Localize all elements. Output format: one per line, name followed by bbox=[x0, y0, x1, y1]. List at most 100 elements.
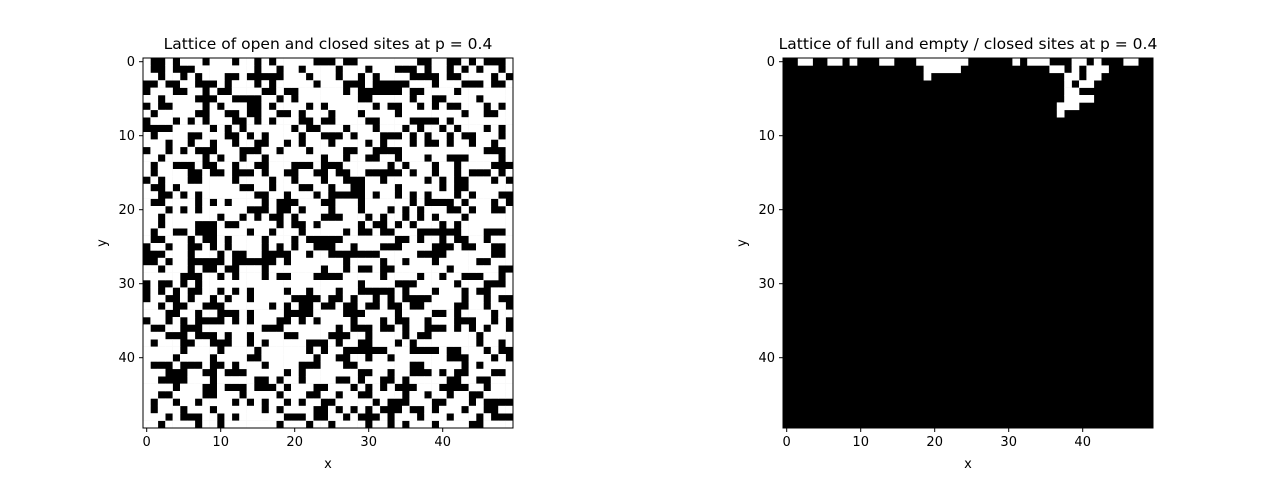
heatmap-cell bbox=[143, 220, 151, 229]
heatmap-cell bbox=[254, 339, 262, 347]
heatmap-cell bbox=[446, 161, 455, 170]
heatmap-cell bbox=[402, 346, 410, 355]
heatmap-cell bbox=[172, 235, 181, 244]
heatmap-cell bbox=[379, 413, 388, 421]
heatmap-cell bbox=[335, 361, 344, 370]
heatmap-cell bbox=[439, 72, 447, 81]
heatmap-cell bbox=[150, 206, 159, 214]
heatmap-cell bbox=[505, 405, 514, 414]
heatmap-cell bbox=[157, 257, 166, 266]
heatmap-cell bbox=[194, 139, 203, 148]
heatmap-cell bbox=[328, 346, 336, 355]
heatmap-cell bbox=[439, 361, 447, 370]
heatmap-cell bbox=[505, 154, 514, 162]
heatmap-cell bbox=[246, 405, 255, 414]
heatmap-cell bbox=[453, 405, 462, 414]
heatmap-cell bbox=[372, 391, 381, 399]
heatmap-cell bbox=[372, 265, 381, 273]
heatmap-cell bbox=[461, 420, 469, 429]
heatmap-cell bbox=[150, 176, 159, 185]
heatmap-cell bbox=[305, 132, 314, 140]
heatmap-cell bbox=[335, 206, 344, 214]
heatmap-cell bbox=[424, 302, 432, 310]
heatmap-cell bbox=[387, 235, 395, 244]
heatmap-cell bbox=[261, 294, 270, 303]
heatmap-cell bbox=[143, 183, 151, 192]
heatmap-cell bbox=[202, 420, 210, 429]
heatmap-cell bbox=[246, 191, 255, 199]
heatmap-cell bbox=[372, 206, 381, 214]
heatmap-cell bbox=[483, 161, 492, 170]
heatmap-cell bbox=[446, 331, 455, 340]
heatmap-cell bbox=[328, 102, 336, 111]
heatmap-cell bbox=[357, 354, 366, 362]
heatmap-cell bbox=[283, 346, 292, 355]
heatmap-cell bbox=[165, 169, 173, 177]
x-tick-label: 20 bbox=[286, 435, 303, 450]
heatmap-cell bbox=[328, 72, 336, 81]
heatmap-cell bbox=[357, 65, 366, 74]
heatmap-cell bbox=[468, 228, 477, 236]
heatmap-cell bbox=[468, 287, 477, 296]
heatmap-cell bbox=[498, 317, 506, 325]
heatmap-cell bbox=[298, 354, 307, 362]
heatmap-cell bbox=[468, 87, 477, 96]
heatmap-cell bbox=[365, 109, 373, 118]
heatmap-cell bbox=[165, 220, 173, 229]
heatmap-cell bbox=[231, 235, 240, 244]
heatmap-cell bbox=[402, 183, 410, 192]
heatmap-cell bbox=[461, 309, 469, 318]
heatmap-cell bbox=[224, 169, 233, 177]
heatmap-cell bbox=[202, 132, 210, 140]
heatmap-cell bbox=[313, 95, 321, 103]
heatmap-cell bbox=[165, 65, 173, 74]
heatmap-cell bbox=[490, 339, 499, 347]
heatmap-cell bbox=[224, 324, 233, 333]
heatmap-cell bbox=[187, 220, 196, 229]
heatmap-cell bbox=[505, 383, 514, 392]
heatmap-cell bbox=[291, 72, 299, 81]
heatmap-cell bbox=[268, 191, 277, 199]
heatmap-cell bbox=[291, 361, 299, 370]
heatmap-cell bbox=[416, 287, 425, 296]
heatmap-cell bbox=[320, 361, 329, 370]
heatmap-cell bbox=[194, 405, 203, 414]
heatmap-cell bbox=[505, 272, 514, 281]
heatmap-cell bbox=[172, 132, 181, 140]
heatmap-cell bbox=[305, 198, 314, 207]
heatmap-cell bbox=[143, 368, 151, 377]
heatmap-cell bbox=[187, 80, 196, 88]
heatmap-cell bbox=[1012, 58, 1021, 66]
heatmap-cell bbox=[372, 257, 381, 266]
heatmap-cell bbox=[446, 339, 455, 347]
heatmap-cell bbox=[923, 72, 932, 81]
heatmap-cell bbox=[468, 235, 477, 244]
heatmap-cell bbox=[217, 139, 225, 148]
heatmap-cell bbox=[305, 176, 314, 185]
heatmap-cell bbox=[468, 361, 477, 370]
heatmap-cell bbox=[424, 354, 432, 362]
heatmap-cell bbox=[180, 294, 188, 303]
heatmap-cell bbox=[320, 368, 329, 377]
heatmap-cell bbox=[283, 354, 292, 362]
heatmap-cell bbox=[217, 117, 225, 125]
heatmap-cell bbox=[202, 139, 210, 148]
heatmap-cell bbox=[446, 398, 455, 407]
heatmap-cell bbox=[157, 398, 166, 407]
heatmap-cell bbox=[342, 405, 351, 414]
heatmap-cell bbox=[365, 161, 373, 170]
heatmap-cell bbox=[505, 243, 514, 251]
heatmap-cell bbox=[461, 250, 469, 259]
heatmap-cell bbox=[313, 280, 321, 288]
heatmap-cell bbox=[328, 376, 336, 384]
heatmap-cell bbox=[446, 317, 455, 325]
heatmap-cell bbox=[180, 265, 188, 273]
heatmap-cell bbox=[468, 176, 477, 185]
heatmap-cell bbox=[239, 346, 247, 355]
heatmap-cell bbox=[446, 405, 455, 414]
heatmap-cell bbox=[505, 376, 514, 384]
heatmap-cell bbox=[328, 287, 336, 296]
heatmap-cell bbox=[150, 309, 159, 318]
heatmap-cell bbox=[305, 368, 314, 377]
heatmap-cell bbox=[291, 287, 299, 296]
